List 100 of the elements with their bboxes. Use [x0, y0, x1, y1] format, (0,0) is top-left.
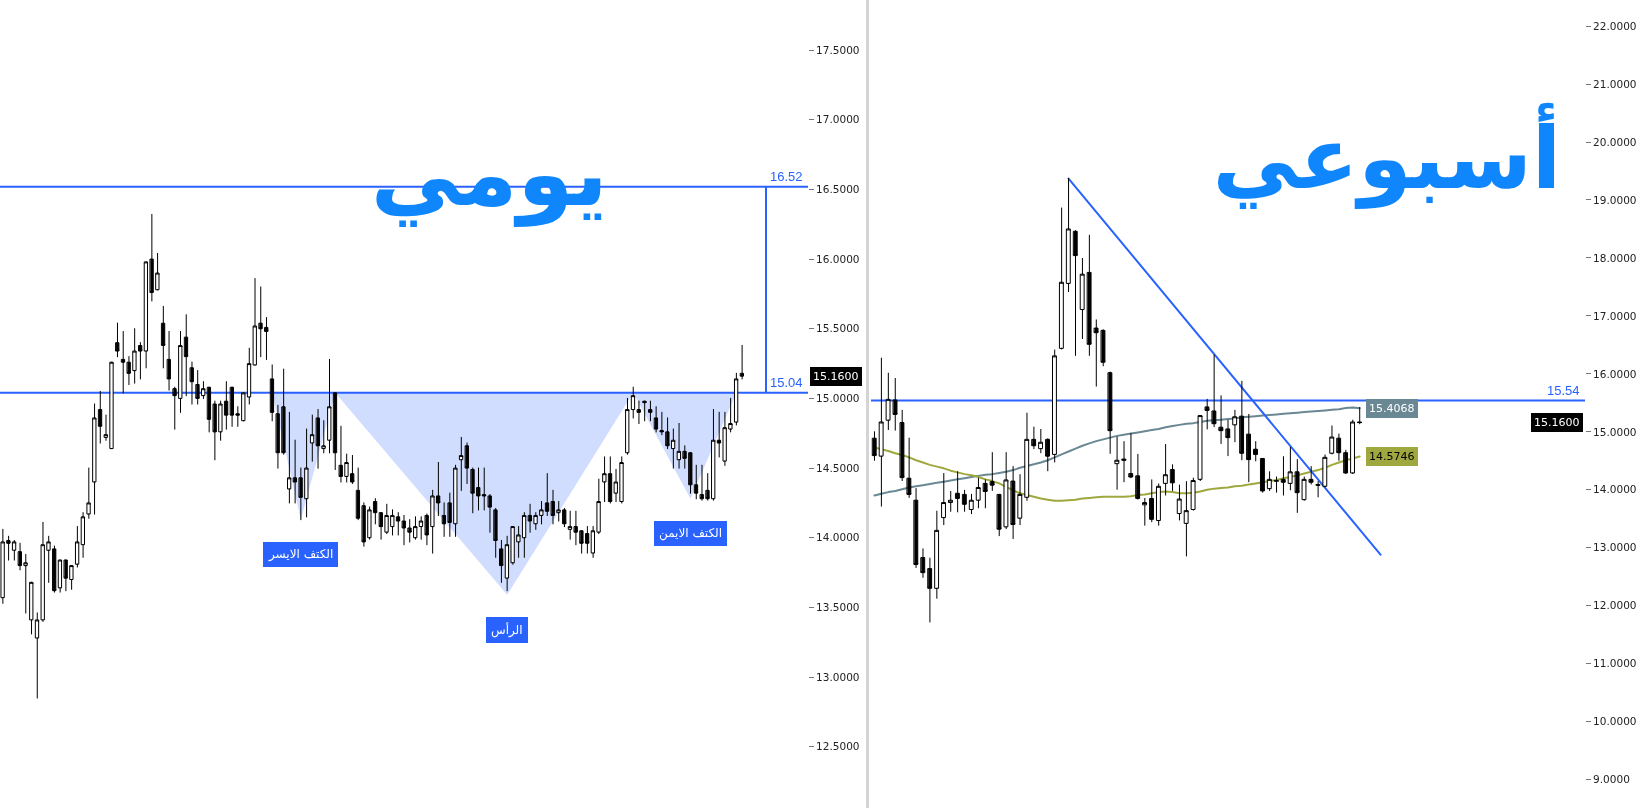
candlestick: [1121, 441, 1127, 483]
candlestick: [941, 473, 946, 526]
y-tick-label: 15.5000: [816, 322, 860, 335]
candlestick: [1066, 178, 1071, 293]
y-tick-label: 12.5000: [816, 740, 860, 753]
candlestick: [642, 400, 647, 422]
candlestick: [648, 400, 653, 422]
candlestick: [1232, 409, 1238, 443]
candlestick: [293, 439, 298, 504]
candlestick: [879, 357, 884, 507]
candlestick: [1246, 413, 1251, 483]
candlestick: [728, 397, 733, 433]
annotation: 15.1600: [1534, 416, 1580, 429]
candlestick: [1080, 258, 1085, 339]
candlestick: [253, 278, 257, 366]
candlestick: [149, 214, 154, 302]
candlestick: [574, 510, 578, 546]
candlestick: [81, 512, 85, 558]
candlestick: [1302, 476, 1307, 501]
candlestick: [1059, 207, 1064, 350]
ref-line-label: 16.52: [770, 169, 803, 184]
candlestick: [155, 253, 160, 291]
candlestick: [505, 535, 510, 592]
candlestick: [459, 436, 464, 491]
y-tick-label: 10.0000: [1593, 715, 1637, 728]
candlestick: [1315, 481, 1321, 498]
candlestick: [1087, 234, 1092, 356]
candlestick: [1308, 466, 1314, 485]
candlestick: [886, 372, 891, 430]
candlestick: [1149, 479, 1154, 523]
line-series: [873, 406, 1361, 497]
candlestick: [1031, 426, 1037, 450]
candlestick: [1205, 398, 1210, 430]
candlestick: [207, 386, 212, 433]
candlestick: [127, 356, 131, 385]
y-tick-label: 16.0000: [816, 252, 860, 265]
candlestick: [58, 559, 63, 593]
y-tick-label: 13.0000: [1593, 541, 1637, 554]
candlestick: [1239, 380, 1245, 461]
candlestick: [1218, 395, 1224, 444]
candlestick: [990, 452, 995, 491]
candlestick: [614, 468, 618, 503]
candlestick: [1329, 425, 1335, 455]
candlestick: [310, 414, 315, 462]
candlestick: [1211, 354, 1217, 428]
candlestick: [1128, 433, 1134, 479]
candlestick: [104, 414, 108, 441]
candlestick: [1191, 477, 1196, 511]
candlestick: [551, 489, 555, 525]
candlestick: [1135, 453, 1141, 500]
candlestick: [920, 548, 926, 578]
candlestick: [1142, 497, 1148, 526]
candlestick: [75, 526, 80, 568]
data-label: الرأس: [491, 622, 523, 638]
candlestick: [927, 557, 933, 623]
candlestick: [212, 400, 217, 461]
candlestick: [1101, 329, 1106, 367]
text: 15.1600: [813, 370, 859, 383]
candlestick: [304, 428, 309, 518]
candlestick: [1024, 412, 1030, 501]
candlestick: [86, 467, 91, 519]
candlestick: [997, 493, 1002, 537]
candlestick: [659, 411, 664, 436]
y-tick-label: 14.5000: [816, 461, 860, 474]
y-tick-label: 12.0000: [1593, 599, 1637, 612]
candlestick: [948, 491, 953, 512]
candlestick: [1225, 419, 1231, 457]
candlestick: [144, 261, 149, 369]
y-tick-label: 15.0000: [1593, 425, 1637, 438]
ref-line-label: 15.04: [770, 375, 803, 390]
candlestick: [619, 456, 624, 504]
candlestick: [734, 372, 739, 426]
candlestick: [493, 507, 498, 558]
candlestick: [115, 322, 120, 358]
y-tick-label: 14.0000: [1593, 483, 1637, 496]
candlestick: [591, 526, 596, 558]
data-label: الكتف الايسر: [268, 547, 334, 562]
text: أسبوعي: [1212, 102, 1562, 210]
candlestick: [161, 305, 166, 369]
y-tick-label: 13.5000: [816, 601, 860, 614]
data-label: 15.4068: [1369, 402, 1415, 415]
y-tick-label: 15.0000: [816, 392, 860, 405]
candlestick: [69, 565, 74, 590]
candlestick: [281, 368, 286, 455]
y-tick-label: 21.0000: [1593, 77, 1637, 90]
candlestick: [900, 409, 905, 482]
data-label: الكتف الايمن: [659, 526, 723, 541]
candlestick: [1170, 464, 1175, 491]
candlestick: [321, 420, 326, 454]
y-tick-label: 9.0000: [1593, 773, 1630, 786]
y-tick-label: 16.5000: [816, 183, 860, 196]
y-tick-label: 18.0000: [1593, 251, 1637, 264]
candlestick: [1260, 457, 1265, 493]
candlestick: [1281, 456, 1286, 496]
candlestick: [1198, 415, 1203, 482]
candlestick: [969, 493, 974, 515]
ref-line-label: 15.54: [1547, 383, 1580, 398]
candlestick: [528, 503, 532, 533]
candlestick: [1052, 349, 1057, 463]
candlestick: [740, 344, 744, 380]
